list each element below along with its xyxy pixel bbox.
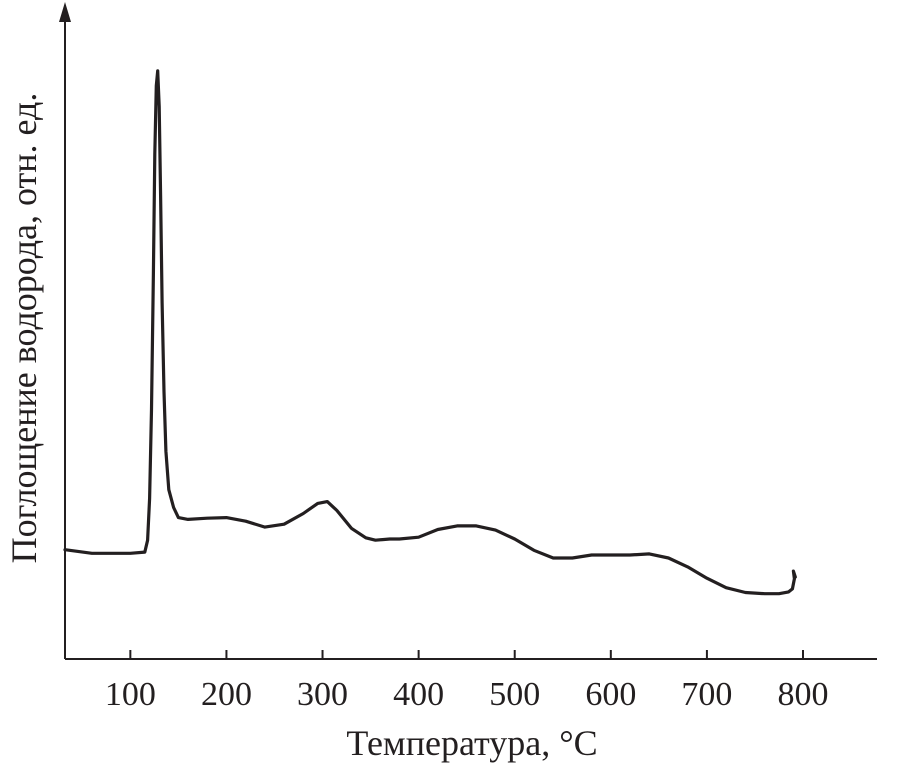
x-tick-label: 600 bbox=[585, 676, 636, 713]
series-line bbox=[63, 69, 797, 596]
x-tick-label: 500 bbox=[489, 676, 540, 713]
y-axis-arrow bbox=[59, 2, 71, 22]
y-axis-title: Поглощение водорода, отн. ед. bbox=[4, 93, 44, 564]
x-tick-label: 300 bbox=[297, 676, 348, 713]
x-axis-title: Температура, °С bbox=[346, 723, 597, 763]
x-ticks: 100 200 300 400 500 600 700 800 bbox=[105, 650, 829, 713]
series-group bbox=[63, 69, 797, 596]
x-tick-label: 200 bbox=[201, 676, 252, 713]
x-tick-label: 700 bbox=[681, 676, 732, 713]
x-tick-label: 800 bbox=[778, 676, 829, 713]
axes bbox=[59, 2, 877, 660]
x-tick-label: 400 bbox=[393, 676, 444, 713]
x-tick-label: 100 bbox=[105, 676, 156, 713]
